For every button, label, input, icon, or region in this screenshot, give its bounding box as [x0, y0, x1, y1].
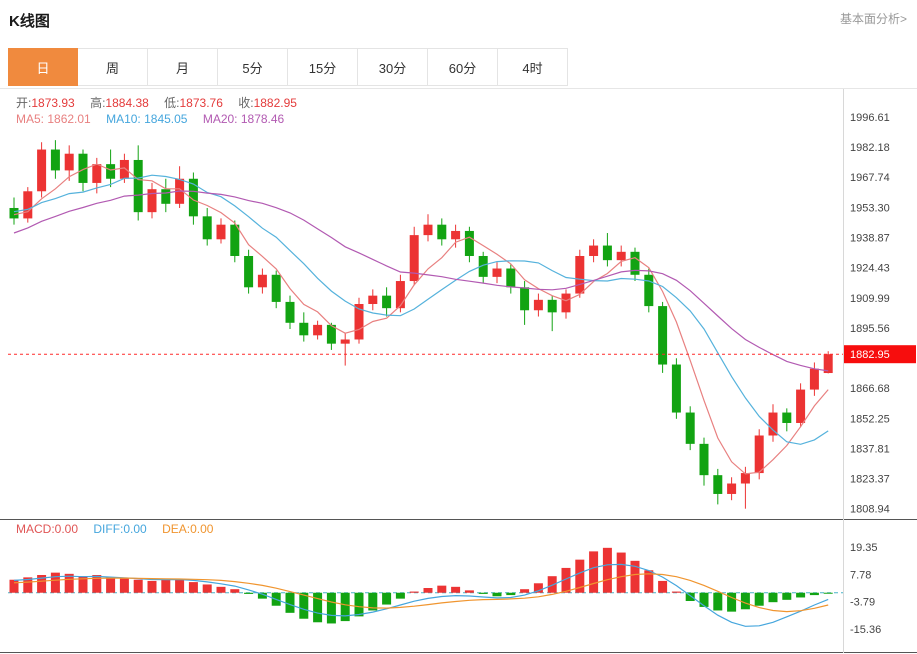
current-price-label-bg — [844, 345, 916, 364]
dea-value: DEA:0.00 — [162, 522, 214, 536]
svg-text:1938.87: 1938.87 — [850, 232, 890, 244]
svg-text:1996.61: 1996.61 — [850, 112, 890, 124]
main-chart-area: 开:1873.93 高:1884.38 低:1873.76 收:1882.95 … — [0, 88, 917, 519]
period-tabs: 日 周 月 5分 15分 30分 60分 4时 — [8, 48, 917, 86]
macd-histogram — [9, 547, 833, 624]
macd-axis-ticks: 19.35 7.78 -3.79 -15.36 — [850, 542, 881, 636]
tab-5min[interactable]: 5分 — [218, 48, 288, 86]
tab-30min[interactable]: 30分 — [358, 48, 428, 86]
tab-month[interactable]: 月 — [148, 48, 218, 86]
svg-text:1909.99: 1909.99 — [850, 293, 890, 305]
macd-legend: MACD:0.00 DIFF:0.00 DEA:0.00 — [16, 522, 225, 536]
page-title: K线图 — [9, 13, 50, 30]
svg-text:1866.68: 1866.68 — [850, 383, 890, 395]
svg-text:-15.36: -15.36 — [850, 624, 881, 636]
diff-line — [13, 563, 829, 627]
ma5-line — [13, 163, 829, 475]
ma5-value: MA5: 1862.01 — [16, 112, 91, 126]
svg-text:7.78: 7.78 — [850, 569, 871, 581]
ma20-value: MA20: 1878.46 — [202, 112, 285, 126]
main-chart-svg[interactable]: 1996.61 1982.18 1967.74 1953.30 1938.87 1924.… — [0, 89, 917, 519]
svg-text:1852.25: 1852.25 — [850, 413, 890, 425]
svg-text:1895.56: 1895.56 — [850, 323, 890, 335]
tab-week[interactable]: 周 — [78, 48, 148, 86]
price-axis-ticks: 1996.61 1982.18 1967.74 1953.30 1938.87 1924.… — [850, 112, 890, 516]
current-price-label: 1882.95 — [850, 349, 890, 361]
macd-value: MACD:0.00 — [16, 522, 79, 536]
tab-60min[interactable]: 60分 — [428, 48, 498, 86]
ma-legend: MA5: 1862.01 MA10: 1845.05 MA20: 1878.46 — [16, 112, 296, 126]
fundamental-analysis-link[interactable]: 基本面分析> — [839, 12, 907, 26]
tab-day[interactable]: 日 — [8, 48, 78, 86]
ma10-line — [13, 174, 829, 445]
svg-text:-3.79: -3.79 — [850, 597, 875, 609]
svg-text:1953.30: 1953.30 — [850, 202, 890, 214]
svg-text:1823.37: 1823.37 — [850, 474, 890, 486]
tab-15min[interactable]: 15分 — [288, 48, 358, 86]
ohlc-close: 收:1882.95 — [238, 96, 297, 110]
svg-text:1808.94: 1808.94 — [850, 504, 890, 516]
svg-text:1967.74: 1967.74 — [850, 172, 890, 184]
svg-text:19.35: 19.35 — [850, 542, 878, 554]
tab-4hour[interactable]: 4时 — [498, 48, 568, 86]
ohlc-legend: 开:1873.93 高:1884.38 低:1873.76 收:1882.95 — [16, 94, 309, 111]
ma10-value: MA10: 1845.05 — [106, 112, 188, 126]
ohlc-open: 开:1873.93 — [16, 96, 75, 110]
dea-line — [13, 573, 829, 613]
ma20-line — [13, 190, 829, 372]
header: K线图 基本面分析> — [0, 0, 917, 48]
macd-chart-svg[interactable]: 19.35 7.78 -3.79 -15.36 — [0, 519, 917, 653]
svg-text:1837.81: 1837.81 — [850, 443, 890, 455]
diff-value: DIFF:0.00 — [93, 522, 147, 536]
svg-text:1924.43: 1924.43 — [850, 263, 890, 275]
svg-text:1982.18: 1982.18 — [850, 142, 890, 154]
ohlc-high: 高:1884.38 — [90, 96, 149, 110]
macd-panel: MACD:0.00 DIFF:0.00 DEA:0.00 19.35 7.78 -3… — [0, 519, 917, 653]
ohlc-low: 低:1873.76 — [164, 96, 223, 110]
